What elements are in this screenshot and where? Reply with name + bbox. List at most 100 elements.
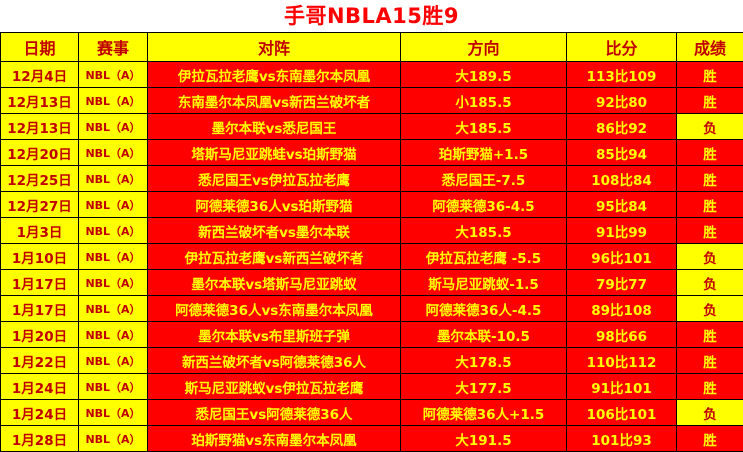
cell-league: NBL（A） <box>79 192 148 218</box>
cell-result: 负 <box>677 296 743 322</box>
cell-league: NBL（A） <box>79 270 148 296</box>
cell-date: 1月24日 <box>1 374 79 400</box>
cell-match: 悉尼国王vs阿德莱德36人 <box>148 400 401 426</box>
cell-score: 91比101 <box>567 374 677 400</box>
cell-score: 96比101 <box>567 244 677 270</box>
cell-date: 12月13日 <box>1 88 79 114</box>
cell-date: 12月4日 <box>1 62 79 88</box>
cell-league: NBL（A） <box>79 322 148 348</box>
cell-result: 胜 <box>677 166 743 192</box>
cell-result: 负 <box>677 270 743 296</box>
cell-league: NBL（A） <box>79 88 148 114</box>
column-header-date: 日期 <box>1 33 79 62</box>
table-header-row: 日期 赛事 对阵 方向 比分 成绩 <box>1 33 743 62</box>
cell-direction: 阿德莱德36人+1.5 <box>401 400 567 426</box>
cell-date: 12月13日 <box>1 114 79 140</box>
cell-league: NBL（A） <box>79 426 148 452</box>
cell-date: 1月10日 <box>1 244 79 270</box>
cell-score: 113比109 <box>567 62 677 88</box>
cell-direction: 珀斯野猫+1.5 <box>401 140 567 166</box>
cell-direction: 大178.5 <box>401 348 567 374</box>
cell-date: 1月17日 <box>1 296 79 322</box>
cell-match: 新西兰破坏者vs阿德莱德36人 <box>148 348 401 374</box>
cell-result: 胜 <box>677 192 743 218</box>
cell-direction: 悉尼国王-7.5 <box>401 166 567 192</box>
cell-match: 伊拉瓦拉老鹰vs东南墨尔本凤凰 <box>148 62 401 88</box>
cell-direction: 阿德莱德36人-4.5 <box>401 296 567 322</box>
cell-direction: 大177.5 <box>401 374 567 400</box>
cell-direction: 小185.5 <box>401 88 567 114</box>
cell-result: 胜 <box>677 374 743 400</box>
cell-date: 12月27日 <box>1 192 79 218</box>
cell-date: 1月22日 <box>1 348 79 374</box>
cell-direction: 大185.5 <box>401 218 567 244</box>
column-header-score: 比分 <box>567 33 677 62</box>
cell-score: 101比93 <box>567 426 677 452</box>
cell-result: 胜 <box>677 140 743 166</box>
cell-league: NBL（A） <box>79 374 148 400</box>
cell-match: 悉尼国王vs伊拉瓦拉老鹰 <box>148 166 401 192</box>
cell-result: 胜 <box>677 218 743 244</box>
cell-direction: 伊拉瓦拉老鹰 -5.5 <box>401 244 567 270</box>
cell-league: NBL（A） <box>79 296 148 322</box>
cell-match: 墨尔本联vs塔斯马尼亚跳蚁 <box>148 270 401 296</box>
column-header-league: 赛事 <box>79 33 148 62</box>
cell-match: 阿德莱德36人vs珀斯野猫 <box>148 192 401 218</box>
cell-date: 1月20日 <box>1 322 79 348</box>
cell-result: 胜 <box>677 348 743 374</box>
cell-direction: 大185.5 <box>401 114 567 140</box>
cell-date: 12月20日 <box>1 140 79 166</box>
cell-score: 110比112 <box>567 348 677 374</box>
cell-date: 1月28日 <box>1 426 79 452</box>
cell-score: 79比77 <box>567 270 677 296</box>
cell-league: NBL（A） <box>79 244 148 270</box>
cell-result: 胜 <box>677 88 743 114</box>
cell-score: 108比84 <box>567 166 677 192</box>
column-header-direction: 方向 <box>401 33 567 62</box>
cell-match: 东南墨尔本凤凰vs新西兰破坏者 <box>148 88 401 114</box>
cell-date: 12月25日 <box>1 166 79 192</box>
cell-date: 1月24日 <box>1 400 79 426</box>
cell-result: 负 <box>677 400 743 426</box>
cell-league: NBL（A） <box>79 114 148 140</box>
cell-league: NBL（A） <box>79 62 148 88</box>
cell-score: 106比101 <box>567 400 677 426</box>
cell-score: 91比99 <box>567 218 677 244</box>
page-title: 手哥NBLA15胜9 <box>0 0 743 32</box>
cell-direction: 大191.5 <box>401 426 567 452</box>
cell-league: NBL（A） <box>79 166 148 192</box>
cell-date: 1月3日 <box>1 218 79 244</box>
cell-league: NBL（A） <box>79 400 148 426</box>
cell-match: 珀斯野猫vs东南墨尔本凤凰 <box>148 426 401 452</box>
cell-match: 斯马尼亚跳蚁vs伊拉瓦拉老鹰 <box>148 374 401 400</box>
cell-result: 胜 <box>677 62 743 88</box>
cell-result: 胜 <box>677 322 743 348</box>
cell-match: 伊拉瓦拉老鹰vs新西兰破坏者 <box>148 244 401 270</box>
cell-league: NBL（A） <box>79 348 148 374</box>
cell-score: 98比66 <box>567 322 677 348</box>
column-header-match: 对阵 <box>148 33 401 62</box>
cell-match: 阿德莱德36人vs东南墨尔本凤凰 <box>148 296 401 322</box>
cell-score: 92比80 <box>567 88 677 114</box>
cell-match: 墨尔本联vs布里斯班子弹 <box>148 322 401 348</box>
cell-date: 1月17日 <box>1 270 79 296</box>
cell-direction: 墨尔本联-10.5 <box>401 322 567 348</box>
column-header-result: 成绩 <box>677 33 743 62</box>
cell-score: 85比94 <box>567 140 677 166</box>
cell-direction: 阿德莱德36-4.5 <box>401 192 567 218</box>
cell-score: 95比84 <box>567 192 677 218</box>
